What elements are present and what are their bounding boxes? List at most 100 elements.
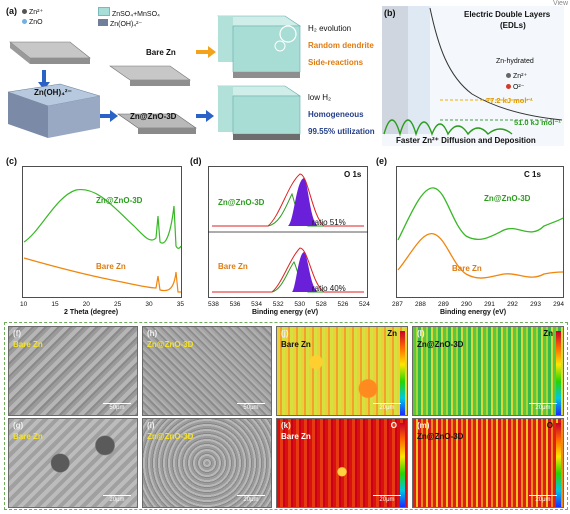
xtick: 528 [315, 301, 327, 308]
panel-c-label: (c) [6, 156, 17, 166]
legend-zn-ion: Zn²⁺ [22, 8, 43, 16]
h2-bubble-icon [279, 25, 297, 43]
xtick: 292 [507, 301, 518, 308]
sem-image-f: (f) Bare Zn 50μm [8, 326, 138, 416]
legend-zno: ZnO [22, 19, 43, 26]
xtick: 288 [415, 301, 426, 308]
xtick: 534 [251, 301, 263, 308]
panel-k-label: Bare Zn [281, 432, 311, 441]
energy-high-label: 77.2 kJ mol⁻¹ [486, 96, 533, 105]
panel-j-letter: (j) [281, 329, 289, 338]
low-h2-label: low H₂ [308, 93, 332, 102]
xtick: 294 [553, 301, 564, 308]
panel-e-title: C 1s [524, 170, 541, 179]
sem-image-h: (h) Zn@ZnO-3D 50μm [142, 326, 272, 416]
eds-map-l: (l) Zn@ZnO-3D Zn 20μm [412, 326, 564, 416]
xtick: 293 [530, 301, 541, 308]
xtick: 30 [145, 301, 153, 308]
panel-d-label: (d) [190, 156, 202, 166]
panel-b-diagram [382, 6, 563, 137]
panel-b-label: (b) [384, 8, 396, 18]
c1s-bare-zn-series [397, 233, 564, 279]
bare-zn-xrd-series [23, 257, 181, 293]
random-dendrite-label: Random dendrite [308, 41, 374, 50]
panel-e-frame [396, 166, 564, 298]
xtick: 35 [176, 301, 184, 308]
zincate-swatch-icon [98, 19, 108, 26]
xtick: 536 [229, 301, 241, 308]
c1s-zn-zno-3d-series [397, 187, 564, 241]
legend-zincate: Zn(OH)₄²⁻ [98, 19, 142, 28]
legend-oxygen: O²⁻ [506, 83, 524, 91]
oxygen-icon [506, 84, 511, 89]
panel-i-label: Zn@ZnO-3D [147, 432, 194, 441]
panel-i-letter: (i) [147, 421, 155, 430]
bare-zn-slab [109, 65, 191, 81]
xtick: 538 [208, 301, 219, 308]
panel-c-frame [22, 166, 182, 298]
panel-m-element: O [546, 421, 553, 430]
sem-image-i: (i) Zn@ZnO-3D 20μm [142, 418, 272, 508]
panel-j-scalebar: 20μm [373, 402, 401, 411]
edl-title-line1: Electric Double Layers [464, 10, 551, 19]
eds-map-k: (k) Bare Zn O 20μm [276, 418, 408, 508]
xtick: 25 [114, 301, 122, 308]
panel-e-series-top: Zn@ZnO-3D [484, 194, 531, 203]
panel-f-label: Bare Zn [13, 340, 43, 349]
panel-d-xticks: 538 536 534 532 530 528 526 524 [208, 301, 370, 308]
xtick: 290 [461, 301, 472, 308]
panel-m-letter: (m) [417, 421, 430, 430]
homogeneous-label: Homogeneous [308, 110, 364, 119]
panel-c-series-top: Zn@ZnO-3D [96, 196, 143, 205]
panel-k-letter: (k) [281, 421, 291, 430]
panel-l-label: Zn@ZnO-3D [417, 340, 464, 349]
panel-a-label: (a) [6, 6, 17, 16]
panel-e-xlabel: Binding energy (eV) [440, 309, 507, 316]
panel-h-label: Zn@ZnO-3D [147, 340, 194, 349]
xtick: 15 [51, 301, 59, 308]
panel-e-series-bottom: Bare Zn [452, 264, 482, 273]
legend-electrolyte: ZnSO₄+MnSO₄ [98, 7, 160, 18]
panel-l-element: Zn [543, 329, 553, 338]
zn-zno-3d-xrd-series [23, 189, 182, 249]
xtick: 10 [20, 301, 28, 308]
xtick: 524 [359, 301, 370, 308]
panel-e-plot [396, 166, 564, 298]
h2-evolution-label: H₂ evolution [308, 24, 352, 33]
panel-j-element: Zn [387, 329, 397, 338]
edl-title-line2: (EDLs) [500, 21, 526, 30]
panel-e-label: (e) [376, 156, 387, 166]
side-reactions-label: Side-reactions [308, 58, 364, 67]
potential-curve [429, 7, 563, 121]
zn-ion-icon [22, 9, 27, 14]
panel-f-letter: (f) [13, 329, 21, 338]
view-corner-link[interactable]: View [552, 0, 568, 7]
panel-k-element: O [390, 421, 397, 430]
panel-g-letter: (g) [13, 421, 24, 430]
xtick: 526 [337, 301, 349, 308]
panel-d-series-bottom: Bare Zn [218, 262, 248, 271]
panel-d-series-top: Zn@ZnO-3D [218, 198, 265, 207]
zn-ion-icon [506, 73, 511, 78]
panel-d-plot [208, 166, 368, 298]
colorbar [556, 331, 561, 415]
panel-d-ratio-bottom: ratio 40% [312, 284, 346, 293]
colorbar [556, 423, 561, 507]
panel-g-label: Bare Zn [13, 432, 43, 441]
homogeneous-cell [232, 95, 301, 135]
panel-c-plot [22, 166, 182, 298]
microscopy-grid [4, 322, 568, 510]
panel-b-caption: Faster Zn²⁺ Diffusion and Deposition [396, 136, 536, 145]
panel-m-scalebar: 20μm [529, 494, 557, 503]
sem-image-g: (g) Bare Zn 20μm [8, 418, 138, 508]
panel-j-label: Bare Zn [281, 340, 311, 349]
dendrite-cell [232, 25, 301, 73]
xtick: 287 [392, 301, 403, 308]
panel-g-scalebar: 20μm [103, 494, 131, 503]
panel-c-series-bottom: Bare Zn [96, 262, 126, 271]
eds-map-m: (m) Zn@ZnO-3D O 20μm [412, 418, 564, 508]
panel-d-ratio-top: ratio 51% [312, 218, 346, 227]
legend-zn-ion-b: Zn²⁺ [506, 72, 527, 80]
energy-wave [383, 119, 513, 137]
energy-low-label: 51.0 kJ mol⁻¹ [514, 118, 561, 127]
